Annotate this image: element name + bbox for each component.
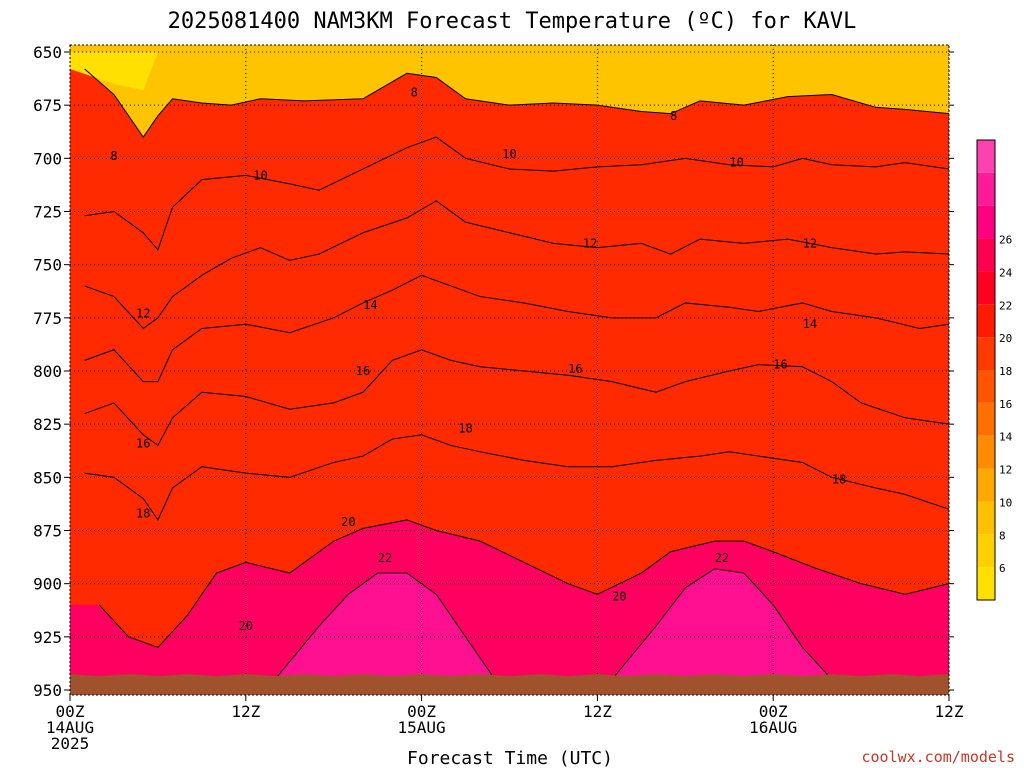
colorbar-segment bbox=[977, 304, 995, 338]
x-tick-label: 16AUG bbox=[749, 718, 797, 737]
contour-label: 8 bbox=[411, 85, 418, 99]
colorbar-label: 18 bbox=[999, 365, 1012, 378]
colorbar-label: 12 bbox=[999, 464, 1012, 477]
colorbar-label: 8 bbox=[999, 529, 1006, 542]
y-tick-label: 950 bbox=[33, 681, 62, 700]
colorbar-segment bbox=[977, 370, 995, 403]
x-tick-label: 12Z bbox=[583, 702, 612, 721]
contour-label: 22 bbox=[715, 551, 729, 565]
chart-title: 2025081400 NAM3KM Forecast Temperature (… bbox=[168, 9, 857, 34]
colorbar-segment bbox=[977, 435, 995, 469]
ground-surface bbox=[70, 673, 949, 695]
x-axis-title: Forecast Time (UTC) bbox=[407, 748, 613, 768]
colorbar-label: 22 bbox=[999, 299, 1012, 312]
contour-label: 12 bbox=[583, 236, 597, 250]
band-fill bbox=[70, 45, 949, 648]
colorbar-label: 16 bbox=[999, 398, 1012, 411]
contour-label: 12 bbox=[803, 236, 817, 250]
y-axis: 650 675 700 725 750 775 800 825 850 875 900 925 950 bbox=[33, 43, 954, 700]
colorbar-label: 6 bbox=[999, 562, 1006, 575]
contour-label: 18 bbox=[136, 506, 150, 520]
colorbar-segment bbox=[977, 468, 995, 502]
band-fill bbox=[70, 45, 949, 138]
contour-label: 16 bbox=[568, 362, 582, 376]
colorbar-label: 10 bbox=[999, 496, 1012, 509]
contour-label: 18 bbox=[832, 472, 846, 486]
y-tick-label: 900 bbox=[33, 575, 62, 594]
x-tick-label: 12Z bbox=[231, 702, 260, 721]
y-tick-label: 925 bbox=[33, 628, 62, 647]
y-tick-label: 725 bbox=[33, 203, 62, 222]
contour-label: 20 bbox=[239, 619, 253, 633]
contour-label: 14 bbox=[803, 317, 817, 331]
contour-line bbox=[274, 572, 496, 680]
colorbar-segment bbox=[977, 205, 995, 239]
plot-frame bbox=[69, 44, 950, 696]
source-credit[interactable]: coolwx.com/models bbox=[861, 748, 1015, 766]
contour-label: 20 bbox=[341, 515, 355, 529]
y-tick-label: 825 bbox=[33, 415, 62, 434]
colorbar-frame bbox=[976, 139, 996, 601]
contour-line bbox=[84, 434, 949, 521]
colorbar-segment bbox=[977, 172, 995, 206]
colorbar-segment bbox=[977, 402, 995, 436]
plot-area bbox=[70, 45, 949, 695]
band-fill bbox=[70, 52, 158, 91]
y-tick-label: 650 bbox=[33, 43, 62, 62]
temperature-bands bbox=[70, 45, 949, 695]
contour-label: 16 bbox=[773, 358, 787, 372]
y-tick-label: 775 bbox=[33, 309, 62, 328]
colorbar-segment bbox=[977, 534, 995, 568]
contour-label: 22 bbox=[378, 551, 392, 565]
x-tick-label: 14AUG bbox=[46, 718, 94, 737]
contour-line bbox=[84, 274, 949, 383]
x-tick-label: 2025 bbox=[51, 734, 90, 753]
x-tick-label: 12Z bbox=[935, 702, 964, 721]
contour-label: 10 bbox=[502, 147, 516, 161]
contour-label: 8 bbox=[110, 149, 117, 163]
x-tick-label: 15AUG bbox=[398, 718, 446, 737]
x-tick-label: 00Z bbox=[407, 702, 436, 721]
contour-label: 10 bbox=[729, 156, 743, 170]
x-tick-label: 00Z bbox=[759, 702, 788, 721]
colorbar: 6 8 10 12 14 16 18 20 22 24 26 bbox=[976, 139, 1013, 601]
colorbar-label: 26 bbox=[999, 234, 1012, 247]
colorbar-segment bbox=[977, 238, 995, 272]
y-tick-label: 850 bbox=[33, 468, 62, 487]
contour-label: 12 bbox=[136, 307, 150, 321]
contour-line bbox=[84, 68, 949, 138]
y-tick-label: 875 bbox=[33, 522, 62, 541]
colorbar-label: 20 bbox=[999, 332, 1012, 345]
colorbar-segment bbox=[977, 337, 995, 370]
y-tick-label: 675 bbox=[33, 96, 62, 115]
colorbar-segment bbox=[977, 271, 995, 305]
contour-labels: 8 8 8 10 10 10 12 12 12 14 14 16 16 16 16 18 18 18 20 20 20 2… bbox=[110, 85, 846, 633]
colorbar-label: 14 bbox=[999, 431, 1013, 444]
colorbar-segment bbox=[977, 501, 995, 535]
contour-label: 14 bbox=[363, 298, 377, 312]
contour-label: 20 bbox=[612, 589, 626, 603]
y-tick-label: 750 bbox=[33, 256, 62, 275]
contour-label: 18 bbox=[458, 421, 472, 435]
contour-label: 10 bbox=[253, 168, 267, 182]
contour-line bbox=[98, 519, 949, 649]
contour-label: 16 bbox=[136, 436, 150, 450]
contour-label: 16 bbox=[356, 364, 370, 378]
band-fill bbox=[275, 573, 495, 680]
ground-fill bbox=[70, 673, 949, 695]
contour-line bbox=[611, 568, 833, 680]
colorbar-segment bbox=[977, 140, 995, 173]
contour-line bbox=[84, 349, 949, 447]
x-tick-label: 00Z bbox=[56, 702, 85, 721]
y-tick-label: 800 bbox=[33, 362, 62, 381]
y-tick-label: 700 bbox=[33, 149, 62, 168]
colorbar-label: 24 bbox=[999, 266, 1013, 279]
colorbar-segment bbox=[977, 567, 995, 600]
band-fill bbox=[612, 568, 832, 680]
contour-label: 8 bbox=[670, 109, 677, 123]
